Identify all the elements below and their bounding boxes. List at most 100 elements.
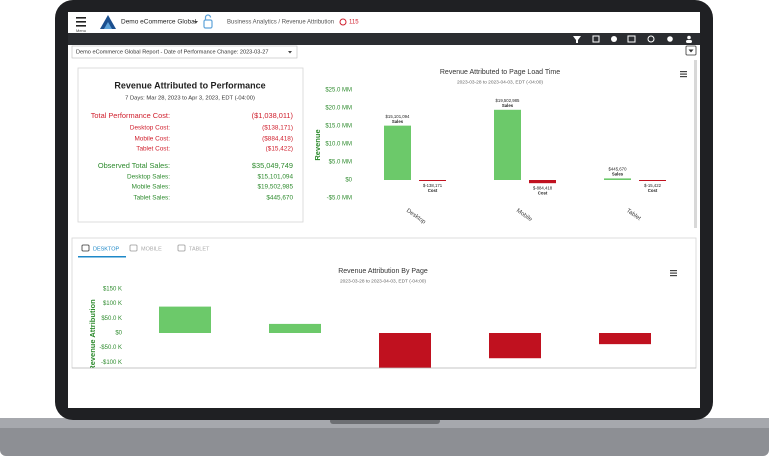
y-tick-label: $0 <box>115 331 122 337</box>
menu-icon[interactable] <box>76 25 86 27</box>
menu-icon[interactable] <box>76 21 86 23</box>
top-bar: Menu Demo eCommerce Global Business Anal… <box>76 14 359 33</box>
summary-label: Tablet Sales: <box>133 195 170 202</box>
summary-value: ($15,422) <box>266 146 293 153</box>
data-label: $-15,422 <box>644 183 662 188</box>
y-tick-label: -$100 K <box>101 360 122 366</box>
dropdown-arrow[interactable] <box>194 21 198 24</box>
bar <box>494 109 521 180</box>
user-icon[interactable] <box>687 35 691 40</box>
summary-value: $445,670 <box>266 195 293 202</box>
report-select[interactable] <box>71 45 298 59</box>
bar <box>419 180 446 181</box>
report-select-text[interactable]: Demo eCommerce Global Report - Date of P… <box>76 49 268 55</box>
summary-subtitle: 7 Days: Mar 28, 2023 to Apr 3, 2023, EDT… <box>125 96 255 102</box>
chart-plot: $25.0 MM $20.0 MM $15.0 MM $10.0 MM $5.0 MM $… <box>325 88 666 226</box>
data-label: $19,502,985 <box>496 98 521 103</box>
summary-value: $15,101,094 <box>257 174 293 181</box>
summary-value: $19,502,985 <box>257 184 293 191</box>
bar <box>639 180 666 181</box>
tab-label[interactable]: DESKTOP <box>93 246 120 252</box>
user-icon[interactable] <box>686 40 692 43</box>
tab-label[interactable]: TABLET <box>189 246 210 252</box>
chart-title: Revenue Attributed to Page Load Time <box>440 69 560 76</box>
y-tick-label: $5.0 MM <box>329 160 352 166</box>
alert-count[interactable]: 115 <box>349 20 359 26</box>
contrast-icon[interactable] <box>611 36 617 42</box>
chart-plot: $150 K $100 K $50.0 K $0 -$50.0 K -$100 K <box>99 287 651 368</box>
y-tick-label: $100 K <box>103 301 122 307</box>
tab-icon[interactable] <box>81 244 90 252</box>
bar <box>384 125 411 180</box>
tabs: DESKTOP MOBILE TABLET <box>78 244 210 258</box>
toolbar <box>68 33 700 45</box>
summary-label: Tablet Cost: <box>136 146 170 153</box>
summary-label: Total Performance Cost: <box>91 111 170 120</box>
y-tick-label: $25.0 MM <box>325 88 352 94</box>
summary-label: Observed Total Sales: <box>98 161 170 170</box>
data-label: $-138,171 <box>423 183 443 188</box>
chart-subtitle: 2023-03-28 to 2023-04-03, EDT (-04:00) <box>340 278 426 284</box>
tab-underline[interactable] <box>78 256 126 258</box>
menu-label[interactable]: Menu <box>76 28 86 33</box>
tab-icon[interactable] <box>177 244 186 252</box>
logo <box>104 22 112 29</box>
y-tick-label: $10.0 MM <box>325 142 352 148</box>
account-name[interactable]: Demo eCommerce Global <box>121 19 197 26</box>
data-label: $15,101,094 <box>386 114 411 119</box>
lock-icon <box>204 14 212 20</box>
data-label-series: Sales <box>612 172 624 177</box>
filter-icon[interactable] <box>573 36 581 43</box>
bar <box>604 178 631 180</box>
summary-card <box>77 67 304 223</box>
data-label-series: Cost <box>428 188 438 193</box>
summary-label: Desktop Cost: <box>130 125 170 132</box>
summary-title: Revenue Attributed to Performance <box>114 80 265 90</box>
summary-value: ($884,418) <box>262 136 293 143</box>
y-tick-label: $15.0 MM <box>325 124 352 130</box>
y-tick-label: $20.0 MM <box>325 106 352 112</box>
clip-group: Revenue Attribution $150 K$100 K$50.0 K$… <box>88 287 651 371</box>
summary-label: Mobile Sales: <box>132 184 171 191</box>
y-tick-label: $50.0 K <box>101 316 122 322</box>
bar <box>489 333 541 359</box>
lock-icon <box>203 19 213 29</box>
chart-subtitle: 2023-03-28 to 2023-04-03, EDT (-04:00) <box>457 79 543 85</box>
settings-icon[interactable] <box>667 36 673 42</box>
y-axis-title: Revenue <box>313 129 322 160</box>
data-label-series: Cost <box>648 188 658 193</box>
summary-rows: Total Performance Cost: ($1,038,011) Deskt… <box>91 111 294 202</box>
summary-value: ($1,038,011) <box>252 111 293 120</box>
fullscreen-icon[interactable] <box>592 35 600 43</box>
y-tick-label: $0 <box>345 178 352 184</box>
bar <box>269 323 321 333</box>
y-axis-title: Revenue Attribution <box>88 299 97 371</box>
toolbar-icons <box>573 35 692 43</box>
bar <box>599 333 651 345</box>
data-label-series: Sales <box>392 119 404 124</box>
help-icon[interactable] <box>647 35 655 43</box>
scrollbar <box>694 60 697 228</box>
summary-label: Mobile Cost: <box>134 136 170 143</box>
tab-label[interactable]: MOBILE <box>141 246 162 252</box>
chart-menu[interactable] <box>680 71 687 78</box>
summary-value: ($138,171) <box>262 125 293 132</box>
alert-icon[interactable] <box>339 18 347 26</box>
collapse-arrow[interactable] <box>688 49 694 53</box>
bar <box>159 306 211 333</box>
menu-icon[interactable] <box>76 17 86 19</box>
data-label-series: Cost <box>538 190 548 195</box>
chart-menu[interactable] <box>670 270 677 277</box>
select-arrow[interactable] <box>288 51 292 54</box>
data-label: $445,670 <box>609 167 628 172</box>
bar <box>379 333 431 368</box>
data-label-series: Sales <box>502 103 514 108</box>
report-icon[interactable] <box>627 35 636 43</box>
bar <box>529 180 556 184</box>
tab-icon[interactable] <box>129 244 138 252</box>
summary-value: $35,049,749 <box>252 161 293 170</box>
summary-label: Desktop Sales: <box>127 174 170 181</box>
breadcrumb: Business Analytics / Revenue Attribution <box>227 20 334 26</box>
chart-title: Revenue Attribution By Page <box>338 268 428 275</box>
